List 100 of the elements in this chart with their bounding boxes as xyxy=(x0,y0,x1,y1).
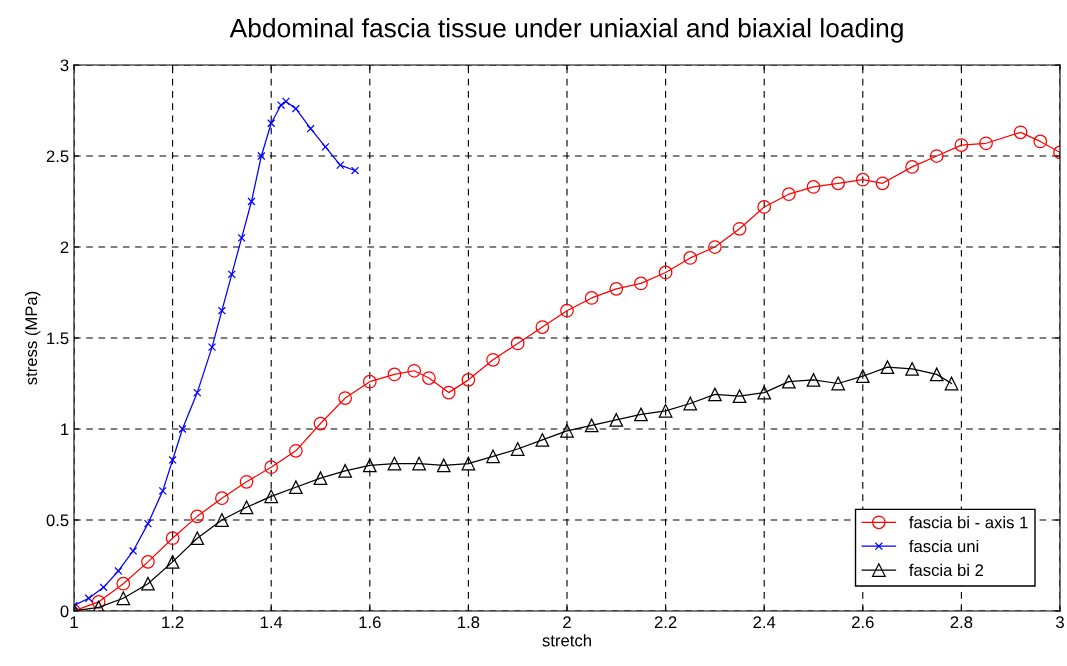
point xyxy=(929,367,944,382)
point xyxy=(806,372,821,387)
x-tick-label: 2 xyxy=(563,616,571,628)
point xyxy=(141,576,155,591)
point xyxy=(158,486,167,495)
point xyxy=(658,265,673,280)
point xyxy=(461,372,476,387)
point xyxy=(880,360,895,374)
point xyxy=(281,97,291,106)
point xyxy=(141,554,155,569)
y-tick-label: 3 xyxy=(60,59,69,72)
point xyxy=(257,151,266,161)
point xyxy=(831,176,846,191)
point xyxy=(461,456,476,471)
point xyxy=(875,176,890,191)
point xyxy=(732,389,747,404)
legend-label: fascia bi 2 xyxy=(909,563,984,577)
point xyxy=(855,172,870,187)
point xyxy=(321,142,330,151)
point xyxy=(116,576,131,591)
x-tick-label: 2.8 xyxy=(950,616,973,629)
point xyxy=(217,306,226,315)
point xyxy=(288,443,303,458)
chart-title: Abdominal fascia tissue under uniaxial and biaxial loading xyxy=(229,18,903,43)
point xyxy=(407,363,422,378)
point xyxy=(165,554,180,569)
point xyxy=(708,240,722,254)
y-axis-title: stress (MPa) xyxy=(24,291,41,385)
x-tick-label: 1.6 xyxy=(359,616,381,629)
point xyxy=(560,303,574,318)
point xyxy=(168,455,177,465)
x-tick-label: 1.4 xyxy=(260,616,283,628)
point xyxy=(905,362,919,376)
point xyxy=(387,456,402,471)
point xyxy=(247,197,256,206)
point xyxy=(510,336,525,351)
point xyxy=(99,583,108,592)
point xyxy=(781,374,796,389)
y-tick-label: 0.5 xyxy=(46,514,69,527)
x-tick-label: 2.6 xyxy=(852,616,874,629)
point xyxy=(944,376,959,391)
point xyxy=(264,489,279,504)
point xyxy=(338,463,353,478)
y-tick-label: 2 xyxy=(60,241,69,254)
point xyxy=(276,100,286,110)
point xyxy=(114,566,123,576)
point xyxy=(535,320,550,334)
point xyxy=(291,104,300,113)
point xyxy=(708,387,722,402)
point xyxy=(190,531,205,546)
point xyxy=(683,251,698,265)
point xyxy=(757,385,772,400)
point xyxy=(806,180,821,194)
point xyxy=(143,519,153,528)
point xyxy=(190,509,205,524)
point xyxy=(486,449,500,464)
point xyxy=(683,396,698,411)
point xyxy=(510,442,525,456)
point xyxy=(215,491,229,506)
x-axis-title: stretch xyxy=(542,634,591,647)
x-tick-label: 2.2 xyxy=(654,616,677,628)
y-tick-label: 2.5 xyxy=(46,150,69,163)
point xyxy=(239,474,254,489)
point xyxy=(584,291,599,305)
point xyxy=(412,456,426,471)
y-tick-label: 1 xyxy=(61,423,69,436)
point xyxy=(560,423,574,438)
point xyxy=(609,281,624,296)
point xyxy=(178,424,187,434)
point xyxy=(350,166,360,175)
legend-label: fascia bi - axis 1 xyxy=(909,516,1028,529)
point xyxy=(855,369,870,384)
point xyxy=(535,433,550,447)
point xyxy=(215,513,229,527)
point xyxy=(732,221,747,236)
x-tick-label: 1.2 xyxy=(162,616,184,628)
point xyxy=(306,124,315,133)
y-tick-label: 1.5 xyxy=(47,332,69,345)
point xyxy=(831,376,846,391)
point xyxy=(486,352,500,367)
point xyxy=(422,371,436,385)
point xyxy=(954,138,969,152)
point xyxy=(658,403,673,418)
point xyxy=(1013,125,1028,140)
point xyxy=(227,270,236,279)
point xyxy=(129,546,138,556)
point xyxy=(193,388,202,397)
point xyxy=(387,367,402,382)
x-tick-label: 2.4 xyxy=(753,616,776,628)
y-tick-label: 0 xyxy=(60,605,69,618)
point xyxy=(239,500,254,515)
point xyxy=(313,416,328,431)
point xyxy=(634,407,648,422)
point xyxy=(436,458,451,473)
point xyxy=(979,136,993,151)
point xyxy=(84,594,93,603)
point xyxy=(338,391,353,405)
point xyxy=(584,418,599,433)
point xyxy=(237,233,246,242)
point xyxy=(264,460,279,475)
